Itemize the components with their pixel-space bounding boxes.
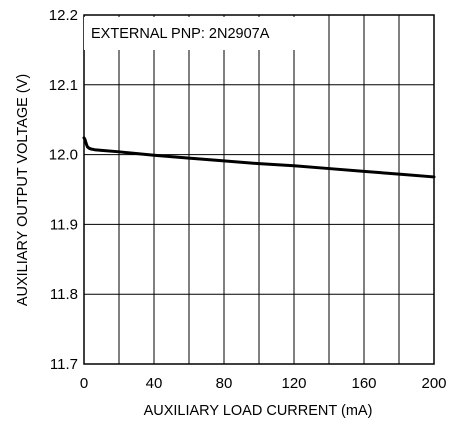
x-tick-label: 200 xyxy=(421,375,446,392)
y-tick-label: 12.2 xyxy=(49,7,78,24)
x-tick-label: 160 xyxy=(351,375,376,392)
x-tick-labels: 0 40 80 120 160 200 xyxy=(80,375,447,392)
y-axis-title: AUXILIARY OUTPUT VOLTAGE (V) xyxy=(15,74,31,306)
annotation-text: EXTERNAL PNP: 2N2907A xyxy=(91,26,270,42)
x-tick-label: 80 xyxy=(216,375,233,392)
plot-border xyxy=(83,14,435,365)
y-tick-label: 11.7 xyxy=(50,356,78,373)
plot-frame xyxy=(83,14,435,365)
x-axis-title: AUXILIARY LOAD CURRENT (mA) xyxy=(144,403,373,419)
y-tick-label: 11.9 xyxy=(50,216,78,233)
y-tick-label: 12.0 xyxy=(49,147,78,164)
y-tick-label: 11.8 xyxy=(50,286,78,303)
y-tick-label: 12.1 xyxy=(49,77,78,94)
annotation-box xyxy=(84,17,300,50)
series-line xyxy=(82,136,436,179)
x-tick-label: 40 xyxy=(146,375,163,392)
x-tick-label: 0 xyxy=(80,375,88,392)
y-tick-labels: 11.7 11.8 11.9 12.0 12.1 12.2 xyxy=(49,7,78,373)
series-layer xyxy=(82,136,436,179)
grid xyxy=(84,15,434,364)
x-tick-label: 120 xyxy=(281,375,306,392)
